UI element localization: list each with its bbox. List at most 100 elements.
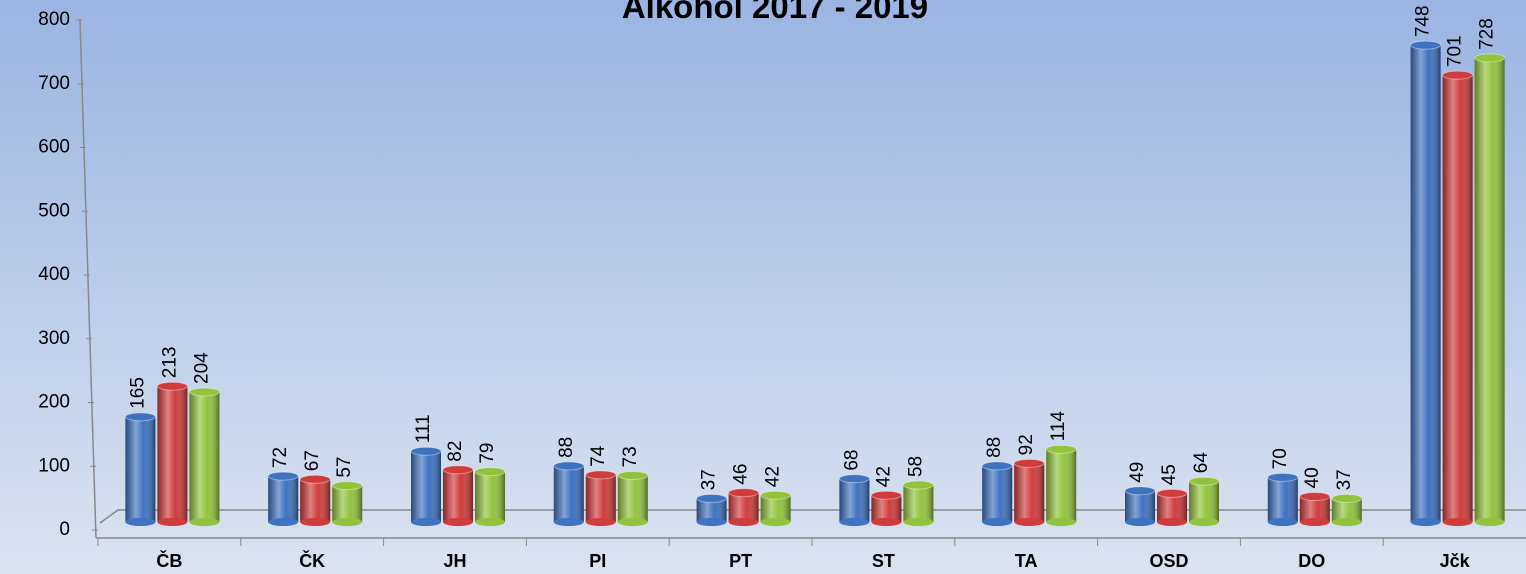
x-tick-label: JH bbox=[443, 551, 466, 571]
bar-base bbox=[553, 518, 584, 526]
bar-shade bbox=[903, 485, 934, 522]
bar-base bbox=[585, 518, 616, 526]
value-label: 728 bbox=[1477, 18, 1498, 50]
bar-shade bbox=[982, 465, 1013, 522]
bar-top bbox=[410, 446, 442, 456]
bar-base bbox=[300, 518, 331, 526]
bar-shade bbox=[1046, 449, 1077, 522]
bar-base bbox=[903, 518, 934, 526]
bar-top bbox=[981, 461, 1013, 471]
bar-shade bbox=[411, 451, 441, 522]
bar-top bbox=[474, 467, 506, 477]
bar-shade bbox=[1267, 477, 1298, 522]
bar-shade bbox=[1442, 75, 1473, 523]
bar-top bbox=[1299, 492, 1331, 501]
value-label: 111 bbox=[413, 414, 434, 443]
bar-top bbox=[442, 465, 474, 475]
bar-top bbox=[1267, 472, 1299, 482]
bar-base bbox=[1442, 518, 1473, 526]
bar-shade bbox=[760, 495, 791, 522]
bar-base bbox=[411, 518, 441, 526]
bar-base bbox=[871, 518, 902, 526]
bar-top bbox=[299, 474, 331, 484]
bar-shade bbox=[553, 465, 584, 522]
bar-shade bbox=[1014, 463, 1045, 522]
bar-shade bbox=[1157, 493, 1187, 522]
value-label: 88 bbox=[556, 437, 577, 458]
value-label: 204 bbox=[191, 352, 212, 384]
value-label: 42 bbox=[873, 466, 894, 487]
bar-top bbox=[1013, 458, 1045, 468]
x-tick-label: PI bbox=[589, 551, 606, 571]
y-tick-label: 200 bbox=[38, 392, 70, 413]
bar-shade bbox=[189, 391, 220, 522]
bar-top bbox=[124, 412, 156, 422]
bar-top bbox=[1188, 476, 1220, 486]
bar-base bbox=[475, 518, 505, 526]
value-label: 37 bbox=[699, 469, 720, 490]
bar-top bbox=[1045, 444, 1077, 454]
bar-base bbox=[839, 518, 870, 526]
value-label: 42 bbox=[763, 466, 784, 487]
bar-shade bbox=[332, 485, 363, 522]
bar-base bbox=[728, 518, 759, 526]
y-tick-label: 700 bbox=[38, 73, 70, 94]
bar-shade bbox=[125, 416, 156, 522]
value-label: 45 bbox=[1159, 464, 1180, 485]
value-label: 40 bbox=[1302, 467, 1323, 488]
bar-base bbox=[1125, 518, 1155, 526]
value-label: 82 bbox=[445, 441, 466, 462]
bar-top bbox=[267, 471, 299, 481]
value-label: 88 bbox=[984, 437, 1005, 458]
y-tick-label: 0 bbox=[59, 519, 70, 540]
bar-shade bbox=[696, 498, 727, 522]
y-tick-label: 100 bbox=[38, 455, 70, 476]
bar-base bbox=[157, 518, 188, 526]
bar-base bbox=[332, 518, 363, 526]
bar-top bbox=[696, 493, 728, 503]
bar-shade bbox=[268, 476, 299, 522]
bar-shade bbox=[1410, 45, 1441, 523]
bar-base bbox=[1189, 518, 1219, 526]
bar-top bbox=[553, 461, 585, 471]
value-label: 46 bbox=[731, 464, 752, 485]
bar-top bbox=[760, 490, 792, 500]
bar-top bbox=[1156, 488, 1188, 498]
bar-shade bbox=[617, 475, 648, 522]
value-label: 57 bbox=[334, 457, 355, 478]
value-label: 49 bbox=[1127, 462, 1148, 483]
x-tick-label: TA bbox=[1015, 551, 1038, 571]
bar-shade bbox=[157, 386, 188, 522]
bar-base bbox=[696, 518, 727, 526]
bar-shade bbox=[728, 492, 759, 522]
bar-shade bbox=[839, 478, 870, 522]
value-label: 58 bbox=[905, 456, 926, 477]
y-tick-label: 800 bbox=[38, 9, 70, 30]
bar-top bbox=[1124, 486, 1156, 496]
y-tick-label: 300 bbox=[38, 328, 70, 349]
y-tick-label: 400 bbox=[38, 264, 70, 285]
y-axis bbox=[79, 19, 97, 539]
bar-base bbox=[1299, 518, 1330, 526]
x-tick-label: ST bbox=[872, 551, 895, 571]
bar-top bbox=[156, 381, 188, 391]
bar-base bbox=[1331, 518, 1362, 526]
y-tick-label: 500 bbox=[38, 200, 70, 221]
bar-shade bbox=[1331, 498, 1362, 522]
chart-title: Alkohol 2017 - 2019 bbox=[622, 0, 928, 25]
bar-shade bbox=[585, 474, 616, 522]
bar-shade bbox=[1189, 481, 1219, 522]
x-tick-label: DO bbox=[1298, 551, 1325, 571]
bar-top bbox=[188, 387, 220, 397]
bar-base bbox=[982, 518, 1013, 526]
bar-top bbox=[870, 490, 902, 500]
value-label: 67 bbox=[302, 450, 323, 471]
bar-base bbox=[1157, 518, 1187, 526]
bar-base bbox=[760, 518, 791, 526]
bar-shade bbox=[475, 471, 505, 522]
bar-shade bbox=[871, 495, 902, 522]
value-label: 64 bbox=[1191, 452, 1212, 474]
value-label: 74 bbox=[588, 445, 609, 467]
bar-top bbox=[331, 481, 363, 491]
